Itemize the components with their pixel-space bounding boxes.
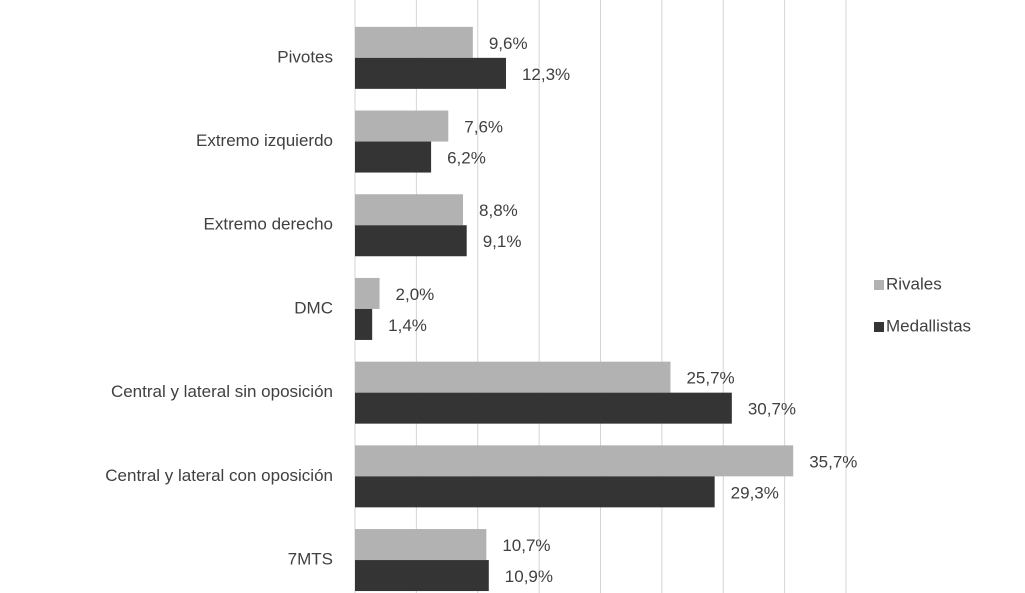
value-label: 29,3% — [731, 483, 779, 502]
legend-swatch — [874, 280, 884, 290]
value-label: 30,7% — [748, 400, 796, 419]
bar — [355, 361, 671, 393]
bar — [355, 194, 464, 226]
value-label: 10,9% — [505, 567, 553, 586]
value-label: 7,6% — [464, 118, 503, 137]
value-label: 2,0% — [396, 285, 435, 304]
bar — [355, 445, 794, 477]
bar — [355, 277, 380, 309]
value-label: 35,7% — [809, 452, 857, 471]
value-label: 9,1% — [483, 232, 522, 251]
bar — [355, 225, 467, 257]
category-label: Central y lateral sin oposición — [111, 382, 333, 401]
value-label: 12,3% — [522, 65, 570, 84]
bar — [355, 26, 473, 58]
bar — [355, 308, 373, 340]
bar — [355, 110, 449, 142]
bar — [355, 141, 432, 173]
value-label: 8,8% — [479, 201, 518, 220]
value-label: 1,4% — [388, 316, 427, 335]
value-label: 6,2% — [447, 149, 486, 168]
bar — [355, 57, 506, 89]
value-label: 10,7% — [502, 536, 550, 555]
value-label: 9,6% — [489, 34, 528, 53]
value-label: 25,7% — [686, 369, 734, 388]
category-label: DMC — [294, 298, 333, 317]
category-label: Pivotes — [277, 47, 333, 66]
bar — [355, 529, 487, 561]
bar — [355, 476, 715, 508]
bar — [355, 560, 489, 592]
category-label: Extremo derecho — [204, 215, 333, 234]
legend-swatch — [874, 322, 884, 332]
legend-label: Medallistas — [886, 316, 971, 335]
bar — [355, 392, 732, 424]
category-label: 7MTS — [288, 550, 333, 569]
category-label: Extremo izquierdo — [196, 131, 333, 150]
legend-label: Rivales — [886, 274, 942, 293]
category-label: Central y lateral con oposición — [105, 466, 333, 485]
